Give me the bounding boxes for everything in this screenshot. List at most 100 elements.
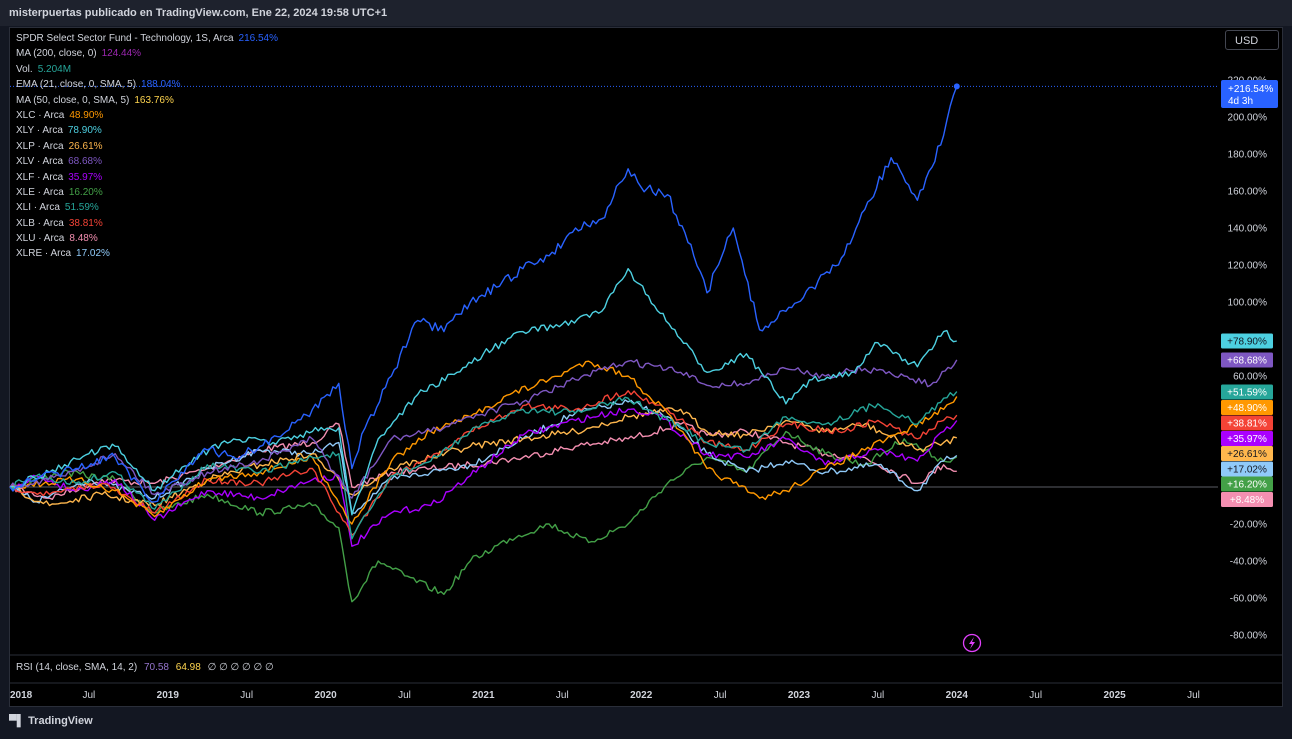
legend-label: XLC · Arca	[16, 109, 65, 121]
series-end-badge-text: +16.20%	[1227, 480, 1267, 491]
series-end-badge-bg	[1221, 431, 1273, 446]
lightning-icon[interactable]	[962, 633, 982, 653]
price-badge-countdown: 4d 3h	[1228, 96, 1253, 107]
x-tick-label: 2025	[1103, 690, 1126, 701]
rsi-legend: RSI (14, close, SMA, 14, 2) 70.58 64.98 …	[16, 662, 274, 673]
y-tick-label: 60.00%	[1233, 372, 1267, 383]
series-end-badge: +48.90%	[1221, 400, 1273, 415]
currency-button[interactable]: USD	[1225, 30, 1279, 50]
y-tick-label: -80.00%	[1230, 631, 1267, 642]
y-tick-label: -60.00%	[1230, 594, 1267, 605]
legend-label: XLF · Arca	[16, 171, 64, 183]
legend-row[interactable]: XLRE · Arca 17.02%	[16, 246, 278, 261]
series-end-badge: +16.20%	[1221, 476, 1273, 492]
series-end-badge-bg	[1221, 352, 1273, 368]
legend-value: 35.97%	[68, 171, 103, 183]
series-end-badge-text: +48.90%	[1227, 403, 1267, 414]
rsi-label: RSI (14, close, SMA, 14, 2)	[16, 662, 138, 673]
legend-row[interactable]: SPDR Select Sector Fund - Technology, 1S…	[16, 31, 278, 46]
x-tick-label: 2020	[314, 690, 337, 701]
xlk-last-point	[953, 83, 960, 90]
brand-name: TradingView	[28, 715, 93, 727]
legend-row[interactable]: MA (50, close, 0, SMA, 5) 163.76%	[16, 93, 278, 108]
chart-grid	[10, 486, 1282, 684]
y-tick-label: 160.00%	[1228, 187, 1268, 198]
legend-label: EMA (21, close, 0, SMA, 5)	[16, 79, 137, 91]
y-tick-label: -40.00%	[1230, 557, 1267, 568]
series-end-badge-text: +17.02%	[1227, 465, 1267, 476]
x-tick-label: 2018	[10, 690, 33, 701]
series-end-badge-text: +78.90%	[1227, 337, 1267, 348]
series-line-xli[interactable]	[9, 391, 958, 540]
rsi-empty-values: ∅ ∅ ∅ ∅ ∅ ∅	[207, 662, 274, 673]
legend-row[interactable]: XLE · Arca 16.20%	[16, 185, 278, 200]
legend-value: 8.48%	[69, 233, 98, 245]
series-end-badge-bg	[1221, 384, 1273, 400]
series-end-badge-bg	[1221, 476, 1273, 492]
legend-row[interactable]: XLF · Arca 35.97%	[16, 170, 278, 185]
legend-value: 188.04%	[141, 79, 181, 91]
rsi-value: 70.58	[143, 662, 169, 673]
y-tick-label: 200.00%	[1228, 113, 1268, 124]
series-line-xlf[interactable]	[9, 407, 958, 547]
legend-row[interactable]: MA (200, close, 0) 124.44%	[16, 46, 278, 61]
series-end-badge: +26.61%	[1221, 446, 1273, 461]
legend-label: XLI · Arca	[16, 202, 60, 214]
legend-value: 16.20%	[68, 186, 103, 198]
y-tick-label: -20.00%	[1230, 520, 1267, 531]
legend-label: XLE · Arca	[16, 186, 64, 198]
x-tick-label: Jul	[714, 690, 727, 701]
series-line-xlre[interactable]	[9, 399, 958, 514]
legend-row[interactable]: XLP · Arca 26.61%	[16, 139, 278, 154]
legend-label: XLY · Arca	[16, 125, 63, 137]
series-end-badge: +68.68%	[1221, 352, 1273, 368]
x-tick-label: 2024	[946, 690, 969, 701]
legend-value: 26.61%	[68, 140, 103, 152]
y-tick-label: 100.00%	[1228, 298, 1268, 309]
series-line-xlv[interactable]	[9, 359, 958, 499]
brand-footer[interactable]: ▀▌ TradingView	[9, 715, 93, 727]
x-tick-label: Jul	[1029, 690, 1042, 701]
legend-row[interactable]: XLY · Arca 78.90%	[16, 123, 278, 138]
series-end-badge: +38.81%	[1221, 415, 1273, 431]
x-tick-label: Jul	[240, 690, 253, 701]
legend-row[interactable]: Vol. 5.204M	[16, 62, 278, 77]
series-lines	[9, 83, 1218, 603]
legend-label: XLRE · Arca	[16, 248, 72, 260]
legend-row[interactable]: XLU · Arca 8.48%	[16, 231, 278, 246]
legend-row[interactable]: XLV · Arca 68.68%	[16, 154, 278, 169]
series-end-badge-text: +8.48%	[1230, 495, 1264, 506]
y-tick-label: 140.00%	[1228, 224, 1268, 235]
legend-value: 78.90%	[67, 125, 102, 137]
series-end-badge: +8.48%	[1221, 492, 1273, 507]
legend-row[interactable]: XLI · Arca 51.59%	[16, 200, 278, 215]
series-line-xlp[interactable]	[9, 407, 957, 507]
rsi-sma-value: 64.98	[175, 662, 201, 673]
legend-row[interactable]: EMA (21, close, 0, SMA, 5) 188.04%	[16, 77, 278, 92]
attribution-text: misterpuertas publicado en TradingView.c…	[9, 7, 388, 19]
series-end-badge-text: +68.68%	[1227, 356, 1267, 367]
series-line-xlc[interactable]	[9, 360, 958, 525]
legend-row[interactable]: XLC · Arca 48.90%	[16, 108, 278, 123]
legend-label: XLV · Arca	[16, 156, 64, 168]
series-line-xly[interactable]	[9, 268, 957, 516]
series-end-badge-text: +38.81%	[1227, 419, 1267, 430]
chart-panel[interactable]	[9, 27, 1283, 707]
series-end-labels: +216.54%4d 3h +78.90% +68.68% +51.59% +48.90…	[962, 80, 1278, 653]
x-tick-label: 2023	[788, 690, 811, 701]
legend-label: SPDR Select Sector Fund - Technology, 1S…	[16, 33, 234, 44]
legend-value: 216.54%	[238, 33, 278, 44]
legend-value: 17.02%	[76, 248, 110, 260]
legend-label: XLP · Arca	[16, 140, 64, 152]
x-tick-label: 2021	[472, 690, 495, 701]
series-end-badge-bg	[1221, 461, 1273, 477]
series-line-xlk[interactable]	[9, 86, 958, 503]
legend-value: 51.59%	[64, 202, 99, 214]
legend-label: MA (200, close, 0)	[16, 48, 97, 60]
legend-row[interactable]: XLB · Arca 38.81%	[16, 216, 278, 231]
x-tick-label: Jul	[398, 690, 411, 701]
price-badge-bg	[1221, 80, 1278, 108]
x-tick-label: Jul	[83, 690, 96, 701]
legend-value: 38.81%	[68, 217, 103, 229]
